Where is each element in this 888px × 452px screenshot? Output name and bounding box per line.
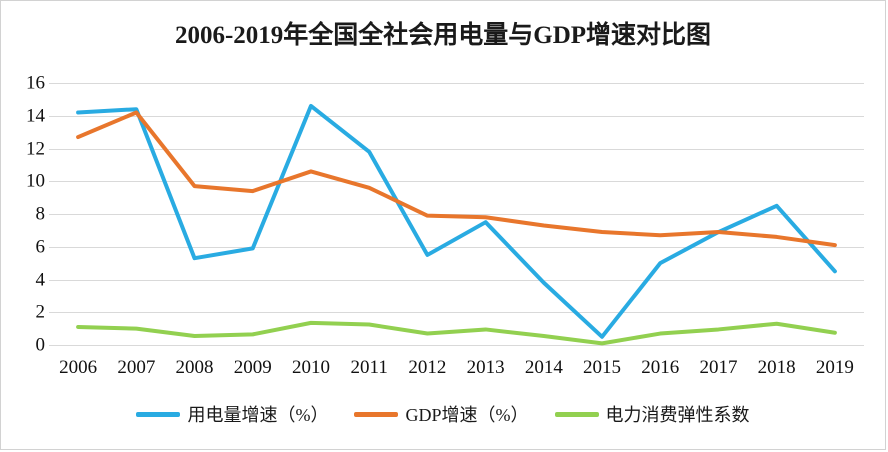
chart-legend: 用电量增速（%） GDP增速（%） 电力消费弹性系数 bbox=[1, 401, 885, 427]
series-line bbox=[76, 320, 837, 346]
x-axis-tick-label: 2019 bbox=[815, 357, 854, 378]
legend-item[interactable]: 用电量增速（%） bbox=[136, 401, 328, 427]
x-axis-tick-label: 2014 bbox=[524, 357, 563, 378]
legend-item[interactable]: 电力消费弹性系数 bbox=[554, 401, 750, 427]
x-axis-tick-label: 2009 bbox=[233, 357, 272, 378]
gridline bbox=[49, 83, 864, 84]
plot-area bbox=[49, 83, 864, 346]
y-axis-tick-label: 12 bbox=[26, 138, 45, 159]
legend-swatch-icon bbox=[554, 411, 599, 417]
y-axis-tick-label: 2 bbox=[35, 301, 46, 323]
series-line bbox=[76, 103, 837, 339]
x-axis-labels: 2006 2007 2008 2009 2010 2011 2012 2013 2014 2015… bbox=[49, 357, 864, 385]
x-axis-tick-label: 2011 bbox=[350, 357, 388, 378]
legend-label: GDP增速（%） bbox=[405, 405, 529, 425]
series-line bbox=[76, 110, 837, 248]
x-axis-tick-label: 2012 bbox=[408, 357, 447, 378]
y-axis-tick-label: 0 bbox=[35, 334, 46, 356]
gridline bbox=[49, 181, 864, 183]
x-axis-tick-label: 2010 bbox=[291, 357, 330, 378]
x-axis-tick-label: 2018 bbox=[757, 357, 796, 378]
x-axis-tick-label: 2015 bbox=[583, 357, 622, 378]
legend-swatch-icon bbox=[136, 411, 181, 417]
chart-title: 2006-2019年全国全社会用电量与GDP增速对比图 bbox=[174, 22, 712, 49]
gridline bbox=[49, 279, 864, 281]
x-axis-tick-label: 2013 bbox=[466, 357, 505, 378]
legend-item[interactable]: GDP增速（%） bbox=[354, 401, 529, 427]
gridline bbox=[49, 115, 864, 117]
y-axis-tick-label: 16 bbox=[26, 72, 45, 94]
x-axis-tick-label: 2007 bbox=[117, 357, 156, 378]
gridline bbox=[49, 312, 864, 314]
y-axis-tick-label: 6 bbox=[35, 236, 46, 258]
y-axis-labels: 0 2 4 6 8 10 12 14 16 bbox=[1, 74, 46, 355]
x-axis-tick-label: 2017 bbox=[699, 357, 738, 378]
gridline bbox=[49, 345, 864, 346]
y-axis-tick-label: 14 bbox=[26, 105, 45, 127]
x-axis-tick-label: 2016 bbox=[641, 357, 680, 378]
y-axis-tick-label: 8 bbox=[35, 203, 46, 225]
gridline bbox=[49, 246, 864, 248]
x-axis-tick-label: 2006 bbox=[59, 357, 98, 378]
y-axis-tick-label: 10 bbox=[26, 170, 45, 192]
gridline bbox=[49, 148, 864, 150]
legend-label: 电力消费弹性系数 bbox=[605, 405, 750, 425]
legend-label: 用电量增速（%） bbox=[187, 405, 329, 425]
x-axis-tick-label: 2008 bbox=[175, 357, 214, 378]
y-axis-tick-label: 4 bbox=[35, 269, 46, 290]
series-lines bbox=[76, 103, 837, 346]
legend-swatch-icon bbox=[354, 411, 399, 417]
